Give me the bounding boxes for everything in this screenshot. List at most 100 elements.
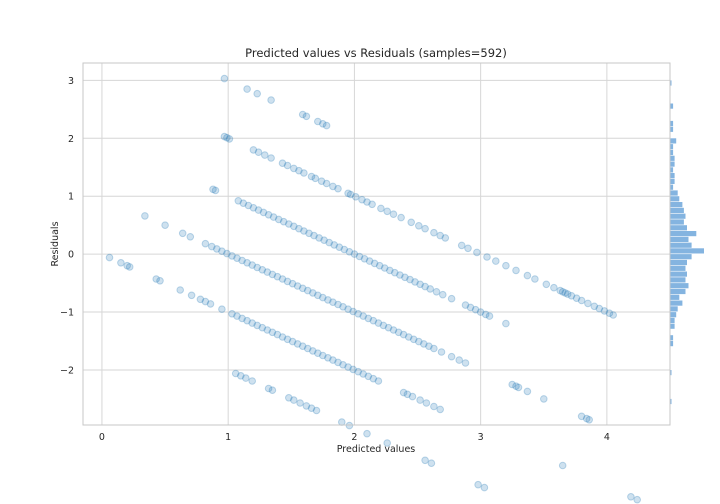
data-point (359, 312, 368, 320)
data-point (285, 394, 293, 402)
histogram-bar (670, 271, 687, 277)
data-point (585, 416, 594, 424)
data-point (324, 354, 332, 362)
data-point (161, 221, 169, 229)
histogram-bar (670, 254, 692, 260)
data-point (249, 146, 258, 154)
data-point (274, 215, 283, 224)
data-point (346, 190, 355, 199)
histogram-bar (670, 236, 689, 242)
data-point (471, 305, 480, 314)
data-point (329, 356, 337, 364)
data-point (394, 328, 403, 337)
data-point (389, 210, 398, 218)
data-point (238, 256, 246, 265)
data-point (267, 154, 275, 162)
data-point (295, 166, 303, 175)
data-point (314, 117, 322, 126)
data-point (218, 305, 226, 314)
data-point (314, 291, 322, 300)
histogram-bar (670, 323, 675, 329)
data-point (425, 342, 433, 351)
histogram-bar (670, 300, 683, 306)
data-point (311, 174, 320, 183)
data-point (233, 254, 241, 263)
data-point (363, 429, 371, 438)
data-point (485, 312, 494, 320)
data-point (208, 242, 216, 251)
histogram-bar (670, 178, 675, 184)
data-point (344, 189, 352, 198)
data-point (307, 172, 316, 181)
data-point (237, 372, 245, 380)
data-point (375, 261, 384, 270)
data-point (259, 208, 268, 217)
chart-title: Predicted values vs Residuals (samples=5… (245, 46, 507, 60)
data-point (248, 261, 256, 269)
histogram-bar (670, 265, 686, 271)
data-point (264, 384, 273, 393)
data-point (355, 252, 364, 261)
data-point (228, 310, 236, 318)
data-point (359, 370, 368, 378)
data-point (421, 224, 429, 233)
data-point (582, 414, 591, 423)
data-point (258, 266, 267, 274)
data-point (590, 302, 599, 311)
histogram-bar (670, 144, 674, 150)
data-point (300, 169, 308, 177)
data-point (309, 289, 317, 297)
x-tick-label: 1 (225, 432, 231, 443)
data-point (233, 312, 241, 320)
data-point (427, 459, 436, 468)
data-point (253, 321, 262, 330)
data-point (397, 213, 405, 222)
histogram-bar (670, 138, 677, 144)
data-point (633, 495, 642, 504)
data-point (239, 199, 248, 207)
data-point (483, 253, 491, 261)
data-point (364, 372, 373, 381)
data-point (196, 295, 205, 304)
data-point (312, 406, 321, 415)
data-point (295, 224, 303, 233)
data-point (609, 311, 618, 319)
data-point (577, 412, 586, 421)
data-point (283, 161, 292, 170)
histogram-bar (670, 277, 686, 283)
data-point (542, 280, 551, 289)
data-point (288, 337, 297, 346)
scatter-points (105, 74, 642, 504)
data-point (421, 456, 429, 465)
histogram-bar (670, 341, 674, 347)
data-point (436, 405, 445, 414)
y-tick-label: 3 (68, 76, 74, 87)
data-point (339, 303, 347, 311)
data-point (354, 367, 363, 376)
data-point (363, 198, 371, 206)
histogram-bar (670, 155, 675, 161)
data-point (334, 300, 342, 309)
data-point (455, 356, 464, 364)
histogram-bar (670, 213, 686, 219)
data-point (243, 316, 251, 325)
data-point (339, 361, 347, 369)
data-point (211, 186, 220, 195)
data-point (344, 363, 352, 371)
data-point (156, 277, 164, 285)
data-point (430, 344, 438, 353)
data-point (298, 110, 307, 119)
data-point (243, 85, 251, 93)
data-point (369, 316, 378, 325)
data-point (464, 244, 472, 253)
data-point (432, 288, 441, 296)
histogram-bar (670, 335, 674, 341)
data-point (254, 206, 263, 214)
data-point (283, 335, 292, 344)
data-point (354, 310, 363, 318)
data-point (268, 328, 277, 337)
data-point (396, 271, 404, 279)
data-point (437, 348, 446, 356)
data-point (476, 308, 485, 316)
data-point (278, 333, 287, 341)
